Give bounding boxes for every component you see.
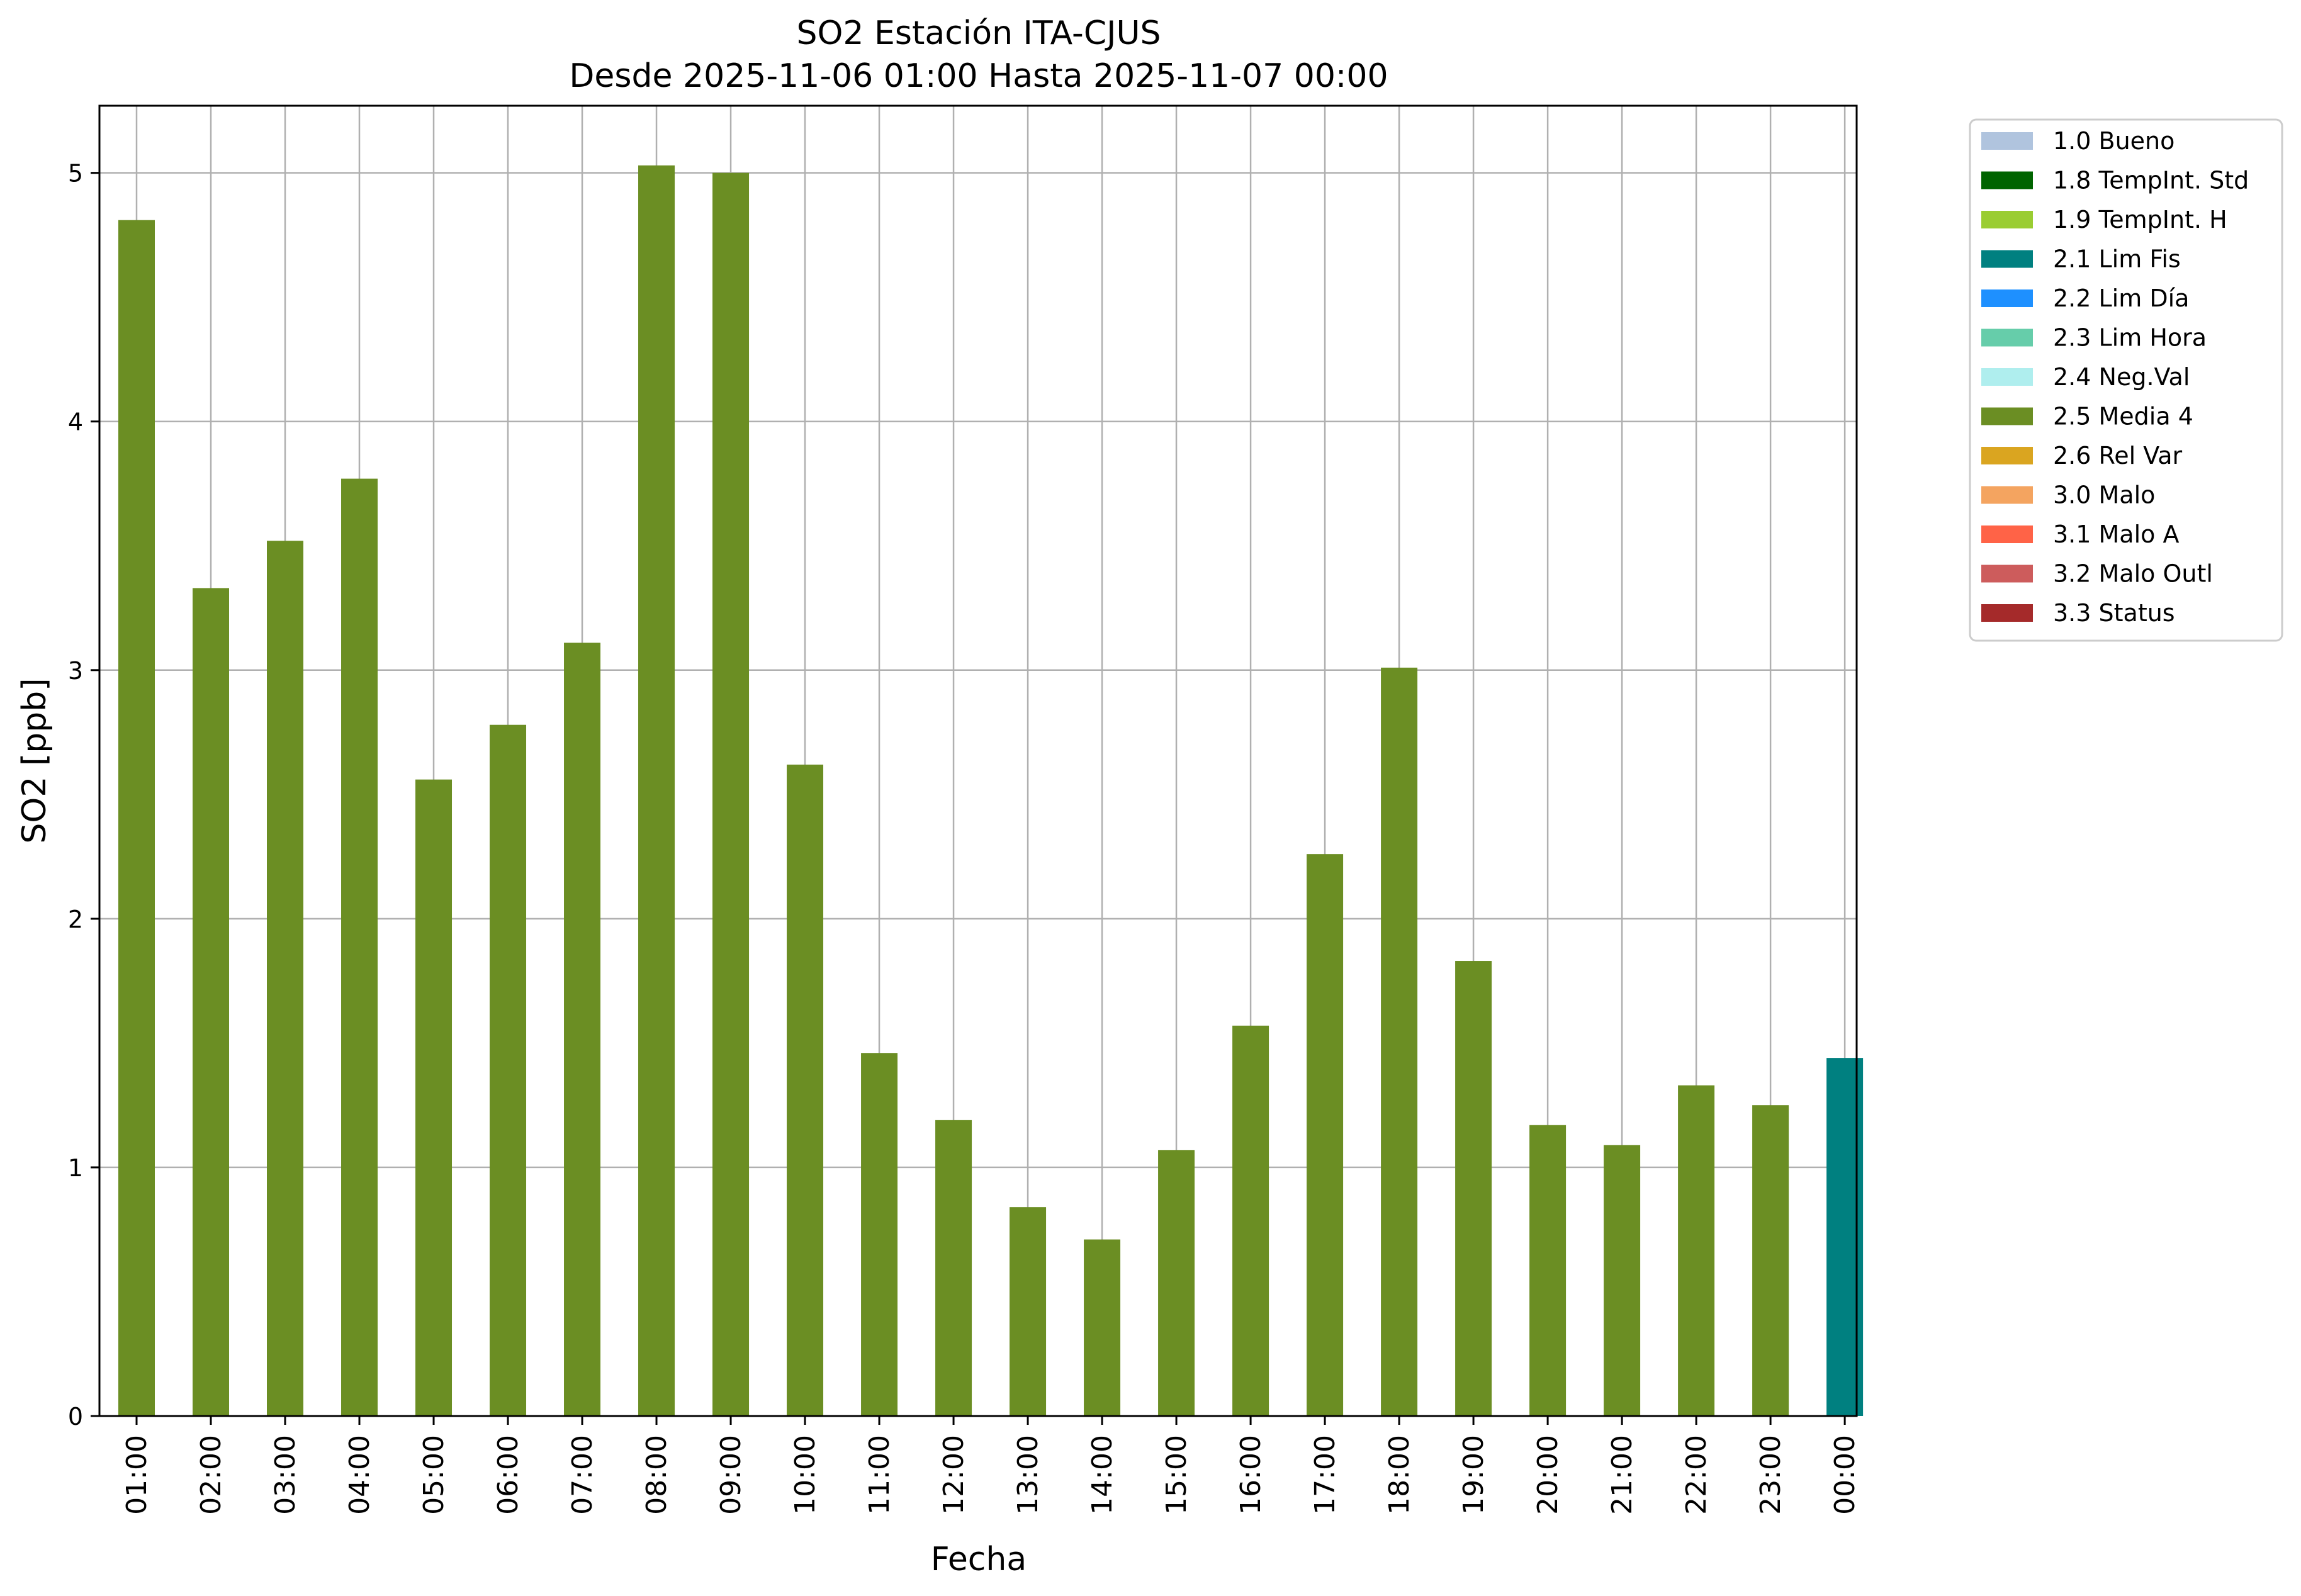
legend-swatch [1981, 525, 2033, 543]
bar-20:00 [1529, 1125, 1567, 1416]
bar-21:00 [1604, 1145, 1641, 1416]
bar-07:00 [564, 643, 601, 1416]
x-tick-label: 22:00 [1680, 1435, 1713, 1515]
bar-14:00 [1084, 1239, 1121, 1416]
x-tick-label: 06:00 [492, 1435, 524, 1515]
bar-17:00 [1307, 854, 1344, 1416]
x-tick-label: 23:00 [1755, 1435, 1787, 1515]
bar-05:00 [415, 779, 453, 1416]
legend-swatch [1981, 171, 2033, 189]
legend-frame [1969, 118, 2283, 642]
plot-frame [98, 104, 1858, 1417]
bar-04:00 [341, 478, 378, 1416]
y-tick-label: 3 [68, 657, 83, 685]
bar-06:00 [490, 724, 527, 1416]
x-tick-label: 15:00 [1161, 1435, 1193, 1515]
y-tick-label: 0 [68, 1403, 83, 1430]
x-axis-label: Fecha [931, 1541, 1027, 1578]
bar-22:00 [1678, 1085, 1715, 1416]
x-tick-label: 03:00 [269, 1435, 301, 1515]
y-axis: 0 1 2 3 4 5 [68, 160, 99, 1430]
x-tick-label: 01:00 [121, 1435, 153, 1515]
x-tick-label: 07:00 [566, 1435, 599, 1515]
legend-label: 2.1 Lim Fis [2053, 245, 2181, 273]
legend-label: 1.8 TempInt. Std [2053, 167, 2249, 194]
x-tick-label: 09:00 [715, 1435, 747, 1515]
bar-03:00 [267, 541, 304, 1416]
bar-11:00 [861, 1053, 898, 1416]
x-tick-label: 17:00 [1309, 1435, 1341, 1515]
bar-10:00 [787, 764, 824, 1416]
bar-15:00 [1158, 1150, 1195, 1416]
legend-swatch [1981, 565, 2033, 583]
legend-label: 3.2 Malo Outl [2053, 560, 2213, 588]
legend-swatch [1981, 132, 2033, 150]
legend-label: 2.4 Neg.Val [2053, 363, 2190, 391]
x-tick-label: 18:00 [1383, 1435, 1415, 1515]
legend-label: 2.5 Media 4 [2053, 403, 2193, 430]
bar-08:00 [638, 165, 675, 1417]
legend-label: 3.1 Malo A [2053, 520, 2179, 548]
bar-09:00 [712, 172, 750, 1416]
bar-01:00 [118, 220, 155, 1416]
legend-label: 2.2 Lim Día [2053, 284, 2189, 312]
legend-label: 3.0 Malo [2053, 481, 2155, 509]
x-tick-label: 16:00 [1235, 1435, 1267, 1515]
bar-12:00 [935, 1120, 972, 1416]
legend-swatch [1981, 289, 2033, 307]
x-tick-label: 14:00 [1086, 1435, 1118, 1515]
x-tick-label: 05:00 [418, 1435, 450, 1515]
y-tick-label: 5 [68, 160, 83, 188]
legend-swatch [1981, 604, 2033, 622]
x-tick-label: 19:00 [1458, 1435, 1490, 1515]
legend-label: 2.3 Lim Hora [2053, 324, 2207, 352]
y-tick-label: 2 [68, 906, 83, 933]
x-tick-label: 20:00 [1532, 1435, 1564, 1515]
legend-swatch [1981, 486, 2033, 504]
x-tick-label: 13:00 [1012, 1435, 1044, 1515]
bar-02:00 [193, 588, 230, 1416]
bars [118, 165, 1864, 1417]
x-tick-label: 10:00 [789, 1435, 821, 1515]
x-tick-label: 04:00 [344, 1435, 376, 1515]
legend-swatch [1981, 329, 2033, 347]
x-tick-label: 21:00 [1606, 1435, 1638, 1515]
legend-label: 1.0 Bueno [2053, 127, 2174, 155]
x-tick-label: 12:00 [938, 1435, 970, 1515]
chart-subtitle: Desde 2025-11-06 01:00 Hasta 2025-11-07 … [569, 57, 1388, 95]
legend-swatch [1981, 447, 2033, 464]
y-tick-label: 4 [68, 408, 83, 436]
y-axis-label: SO2 [ppb] [16, 678, 53, 843]
x-tick-label: 00:00 [1829, 1435, 1861, 1515]
legend-label: 2.6 Rel Var [2053, 442, 2183, 469]
legend-swatch [1981, 368, 2033, 386]
x-tick-label: 08:00 [641, 1435, 673, 1515]
bar-23:00 [1752, 1105, 1789, 1416]
x-tick-label: 11:00 [864, 1435, 896, 1515]
chart-title: SO2 Estación ITA-CJUS [796, 14, 1161, 52]
bar-18:00 [1381, 667, 1418, 1416]
bar-13:00 [1010, 1207, 1047, 1416]
bar-19:00 [1455, 961, 1492, 1416]
legend: 1.0 Bueno 1.8 TempInt. Std 1.9 TempInt. H 2… [1969, 118, 2283, 642]
legend-swatch [1981, 250, 2033, 268]
legend-swatch [1981, 407, 2033, 425]
legend-label: 3.3 Status [2053, 599, 2175, 627]
legend-swatch [1981, 211, 2033, 228]
legend-label: 1.9 TempInt. H [2053, 206, 2227, 233]
y-tick-label: 1 [68, 1154, 83, 1182]
bar-16:00 [1232, 1025, 1269, 1416]
x-tick-label: 02:00 [195, 1435, 227, 1515]
x-axis: 01:00 02:00 03:00 04:00 05:00 06:00 07:00 08:00… [121, 1416, 1861, 1515]
